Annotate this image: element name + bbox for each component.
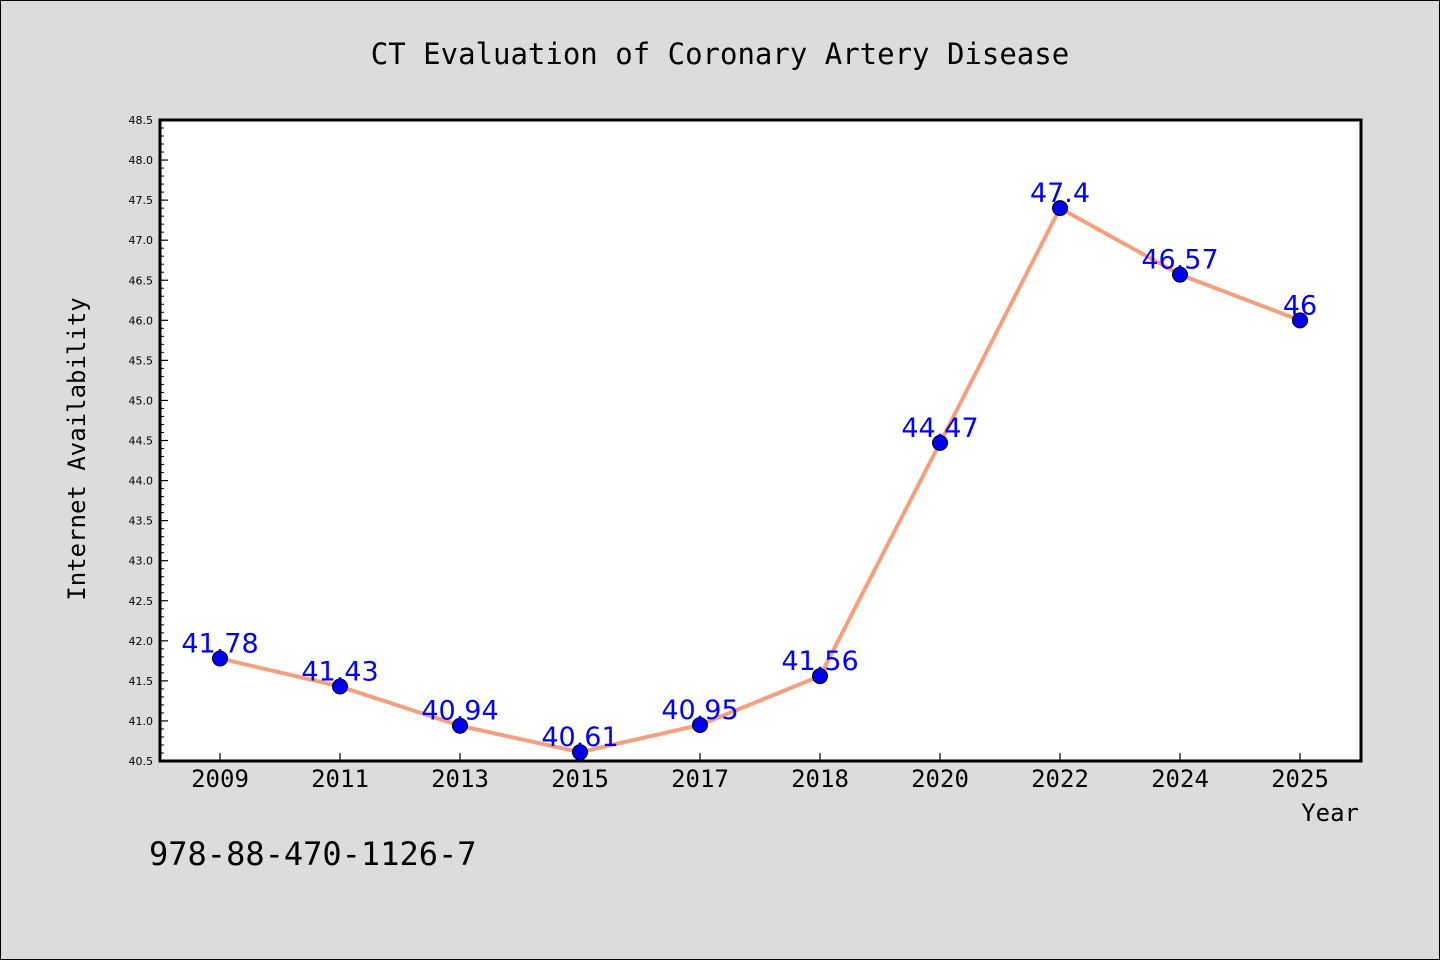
x-tick-label: 2011 [311, 765, 369, 793]
y-tick-label: 46.5 [129, 274, 154, 287]
x-tick-label: 2024 [1151, 765, 1209, 793]
data-point [332, 678, 348, 695]
y-tick-label: 42.0 [129, 635, 154, 648]
series-line [218, 206, 1302, 755]
x-tick-label: 2013 [431, 765, 489, 793]
y-tick-label: 45.5 [129, 354, 154, 367]
chart-title: CT Evaluation of Coronary Artery Disease [371, 37, 1069, 71]
y-tick-label: 41.0 [129, 715, 154, 728]
y-tick-label: 41.5 [129, 675, 154, 688]
data-label: 40.95 [661, 695, 738, 726]
y-axis: 40.5 41.0 41.5 42.0 42.5 43.0 43.5 44.0 44.5 45.0… [129, 114, 168, 768]
data-point [452, 717, 468, 734]
data-label: 44.47 [901, 413, 978, 444]
y-tick-label: 48.0 [129, 154, 154, 167]
y-axis-label: Internet Availability [63, 297, 91, 600]
data-point [932, 434, 948, 451]
data-label: 41.43 [301, 656, 378, 687]
y-tick-label: 47.0 [129, 234, 154, 247]
y-tick-label: 47.5 [129, 194, 154, 207]
x-tick-label: 2020 [911, 765, 969, 793]
data-point [692, 716, 708, 733]
y-tick-label: 44.0 [129, 475, 154, 488]
y-tick-label: 42.5 [129, 595, 154, 608]
x-tick-label: 2025 [1271, 765, 1329, 793]
data-point [1172, 266, 1188, 283]
x-tick-label: 2017 [671, 765, 729, 793]
y-tick-label: 45.0 [129, 394, 154, 407]
y-tick-label: 44.5 [129, 435, 154, 448]
x-tick-label: 2009 [191, 765, 249, 793]
x-axis-label: Year [1301, 799, 1359, 827]
isbn-annotation: 978-88-470-1126-7 [149, 835, 477, 873]
plot-area [158, 118, 1363, 763]
data-label: 41.78 [181, 628, 258, 659]
y-tick-label: 43.0 [129, 555, 154, 568]
data-label: 47.4 [1030, 178, 1090, 209]
y-tick-label: 48.5 [129, 114, 154, 127]
y-tick-label: 43.5 [129, 515, 154, 528]
series-polyline [218, 206, 1302, 755]
x-tick-label: 2022 [1031, 765, 1089, 793]
data-label: 46 [1283, 290, 1317, 321]
data-point [1052, 200, 1068, 217]
x-tick-label: 2018 [791, 765, 849, 793]
series-markers [212, 200, 1308, 761]
data-point [812, 668, 828, 685]
data-label: 40.94 [421, 696, 498, 727]
data-point [1292, 312, 1308, 329]
y-tick-label: 40.5 [129, 755, 154, 768]
data-point [572, 744, 588, 761]
y-tick-label: 46.0 [129, 314, 154, 327]
data-label: 46.57 [1141, 245, 1218, 276]
data-label: 40.61 [541, 722, 618, 753]
data-label: 41.56 [781, 646, 858, 677]
x-tick-label: 2015 [551, 765, 609, 793]
data-labels: 41.78 41.43 40.94 40.61 40.95 41.56 44.47 47.4 4… [181, 178, 1317, 753]
data-point [212, 650, 228, 667]
x-axis: 2009 2011 2013 2015 2017 2018 2020 2022 2024 2025 [191, 753, 1329, 793]
